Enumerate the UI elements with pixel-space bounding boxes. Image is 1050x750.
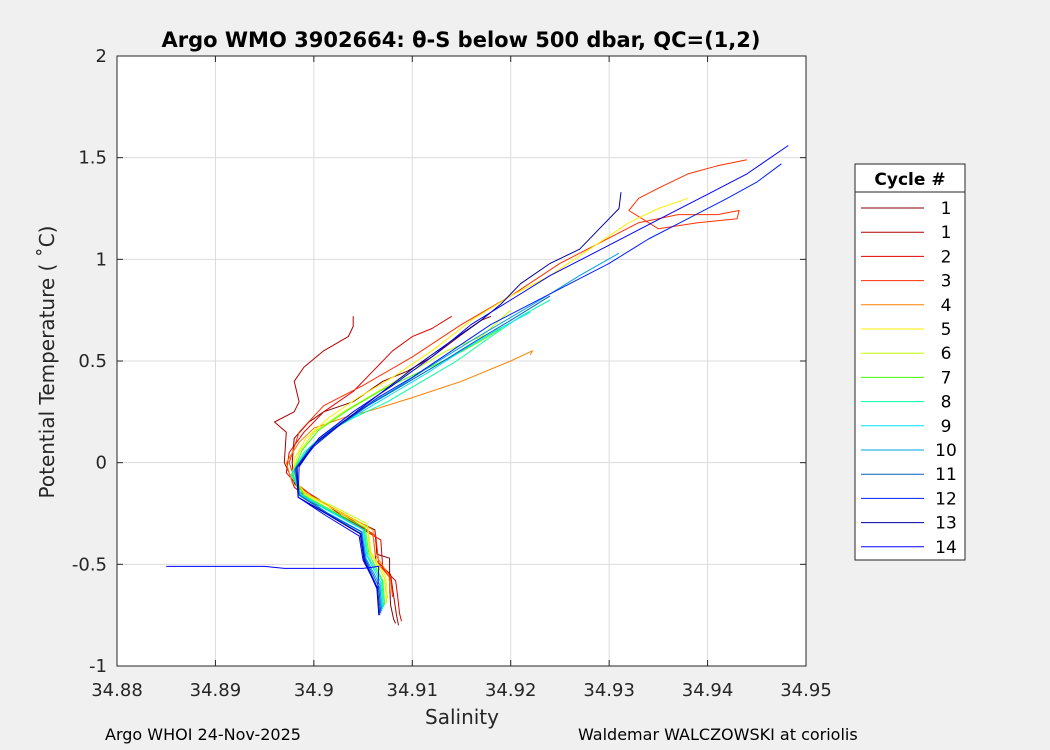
y-tick-label: 0.5 bbox=[78, 351, 107, 372]
y-tick-label: 1.5 bbox=[78, 148, 107, 169]
x-tick-label: 34.9 bbox=[294, 680, 334, 701]
x-tick-label: 34.91 bbox=[387, 680, 439, 701]
legend-title: Cycle # bbox=[874, 170, 945, 190]
y-tick-label: 1 bbox=[96, 249, 107, 270]
y-tick-label: -1 bbox=[89, 656, 107, 677]
legend-box bbox=[854, 163, 966, 561]
legend-label: 7 bbox=[941, 368, 952, 388]
legend-label: 11 bbox=[935, 465, 957, 485]
y-tick-label: -0.5 bbox=[72, 554, 107, 575]
y-tick-label: 0 bbox=[96, 453, 107, 474]
y-axis-label: Potential Temperature ( ˚C) bbox=[35, 226, 59, 499]
legend-label: 5 bbox=[941, 320, 952, 340]
legend-label: 2 bbox=[941, 247, 952, 267]
grid-lines bbox=[117, 56, 806, 666]
x-axis-label: Salinity bbox=[425, 705, 499, 729]
legend-label: 8 bbox=[941, 393, 952, 413]
x-tick-label: 34.95 bbox=[780, 680, 832, 701]
legend-label: 1 bbox=[941, 199, 952, 219]
series-line-cycle-2 bbox=[285, 315, 452, 622]
series-line-cycle-5 bbox=[293, 197, 689, 599]
x-tick-label: 34.92 bbox=[485, 680, 537, 701]
series-line-cycle-10 bbox=[293, 252, 620, 612]
chart-title: Argo WMO 3902664: θ-S below 500 dbar, QC… bbox=[162, 28, 761, 52]
series-line-cycle-8 bbox=[290, 299, 551, 608]
x-tick-label: 34.89 bbox=[190, 680, 242, 701]
legend-label: 3 bbox=[941, 272, 952, 292]
series-lines bbox=[166, 145, 789, 626]
series-line-cycle-7 bbox=[291, 328, 502, 606]
series-line-cycle-4 bbox=[285, 350, 533, 593]
series-line-cycle-14 bbox=[166, 145, 789, 590]
legend-label: 12 bbox=[935, 489, 957, 509]
footer-right: Waldemar WALCZOWSKI at coriolis bbox=[578, 725, 858, 744]
series-line-cycle-12 bbox=[295, 163, 782, 616]
x-tick-label: 34.88 bbox=[91, 680, 143, 701]
axis-ticks: 34.88 34.89 34.9 34.91 34.92 34.93 34.94 34.95 -… bbox=[72, 46, 832, 701]
legend-label: 10 bbox=[935, 441, 957, 461]
x-tick-label: 34.94 bbox=[682, 680, 734, 701]
legend-label: 9 bbox=[941, 417, 952, 437]
series-line-cycle-6 bbox=[291, 309, 512, 604]
footer-left: Argo WHOI 24-Nov-2025 bbox=[105, 725, 301, 744]
legend-label: 4 bbox=[941, 296, 952, 316]
legend-label: 6 bbox=[941, 344, 952, 364]
x-tick-label: 34.93 bbox=[583, 680, 635, 701]
series-line-cycle-13 bbox=[296, 192, 622, 616]
legend-label: 1 bbox=[941, 223, 952, 243]
legend-label: 13 bbox=[935, 514, 957, 534]
legend-label: 14 bbox=[935, 538, 957, 558]
y-tick-label: 2 bbox=[96, 46, 107, 67]
